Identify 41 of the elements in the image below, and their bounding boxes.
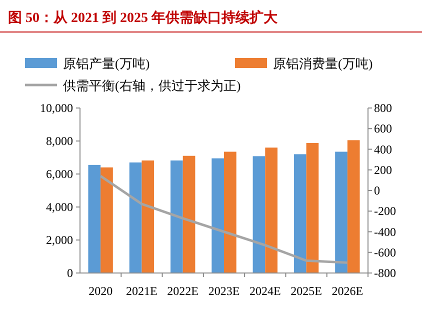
bar — [306, 142, 319, 273]
x-tick-label: 2026E — [332, 284, 364, 298]
legend-label: 原铝消费量(万吨) — [273, 56, 373, 71]
bar — [212, 158, 224, 273]
bar — [182, 156, 196, 273]
bar — [335, 152, 348, 273]
y-tick-label: 4,000 — [46, 200, 73, 214]
bar — [142, 160, 154, 273]
x-tick-label: 2023E — [208, 284, 240, 298]
y-tick-label: 2,000 — [46, 233, 73, 247]
x-tick-label: 2025E — [290, 284, 322, 298]
bar — [294, 154, 306, 273]
y2-tick-label: -600 — [374, 245, 396, 260]
chart-title: 图 50：从 2021 到 2025 年供需缺口持续扩大 — [8, 9, 278, 26]
y2-tick-label: 800 — [374, 101, 392, 115]
y2-tick-label: -800 — [374, 266, 396, 280]
bar — [100, 167, 113, 273]
y2-tick-label: -200 — [374, 204, 396, 218]
y2-tick-label: 200 — [374, 162, 392, 177]
line-series — [99, 174, 349, 264]
legend-label: 原铝产量(万吨) — [63, 56, 150, 71]
bar — [347, 140, 360, 273]
y-tick-label: 6,000 — [46, 167, 73, 181]
y-tick-label: 10,000 — [40, 101, 73, 115]
bar — [170, 160, 183, 273]
y-tick-label: 0 — [67, 266, 73, 280]
bar — [265, 148, 278, 273]
y2-tick-label: 400 — [374, 142, 392, 156]
y2-tick-label: 0 — [374, 184, 380, 198]
bar — [129, 162, 142, 273]
bar — [252, 156, 266, 273]
y-tick-label: 8,000 — [46, 134, 73, 148]
y2-tick-label: -400 — [374, 224, 396, 239]
legend-label: 供需平衡(右轴，供过于求为正) — [63, 78, 241, 93]
x-tick-label: 2024E — [249, 284, 281, 298]
bar — [224, 152, 236, 273]
x-tick-label: 2021E — [126, 284, 158, 298]
y2-tick-label: 600 — [374, 122, 392, 136]
x-tick-label: 2020 — [88, 284, 113, 298]
x-tick-label: 2022E — [167, 284, 199, 298]
bar — [88, 164, 101, 273]
